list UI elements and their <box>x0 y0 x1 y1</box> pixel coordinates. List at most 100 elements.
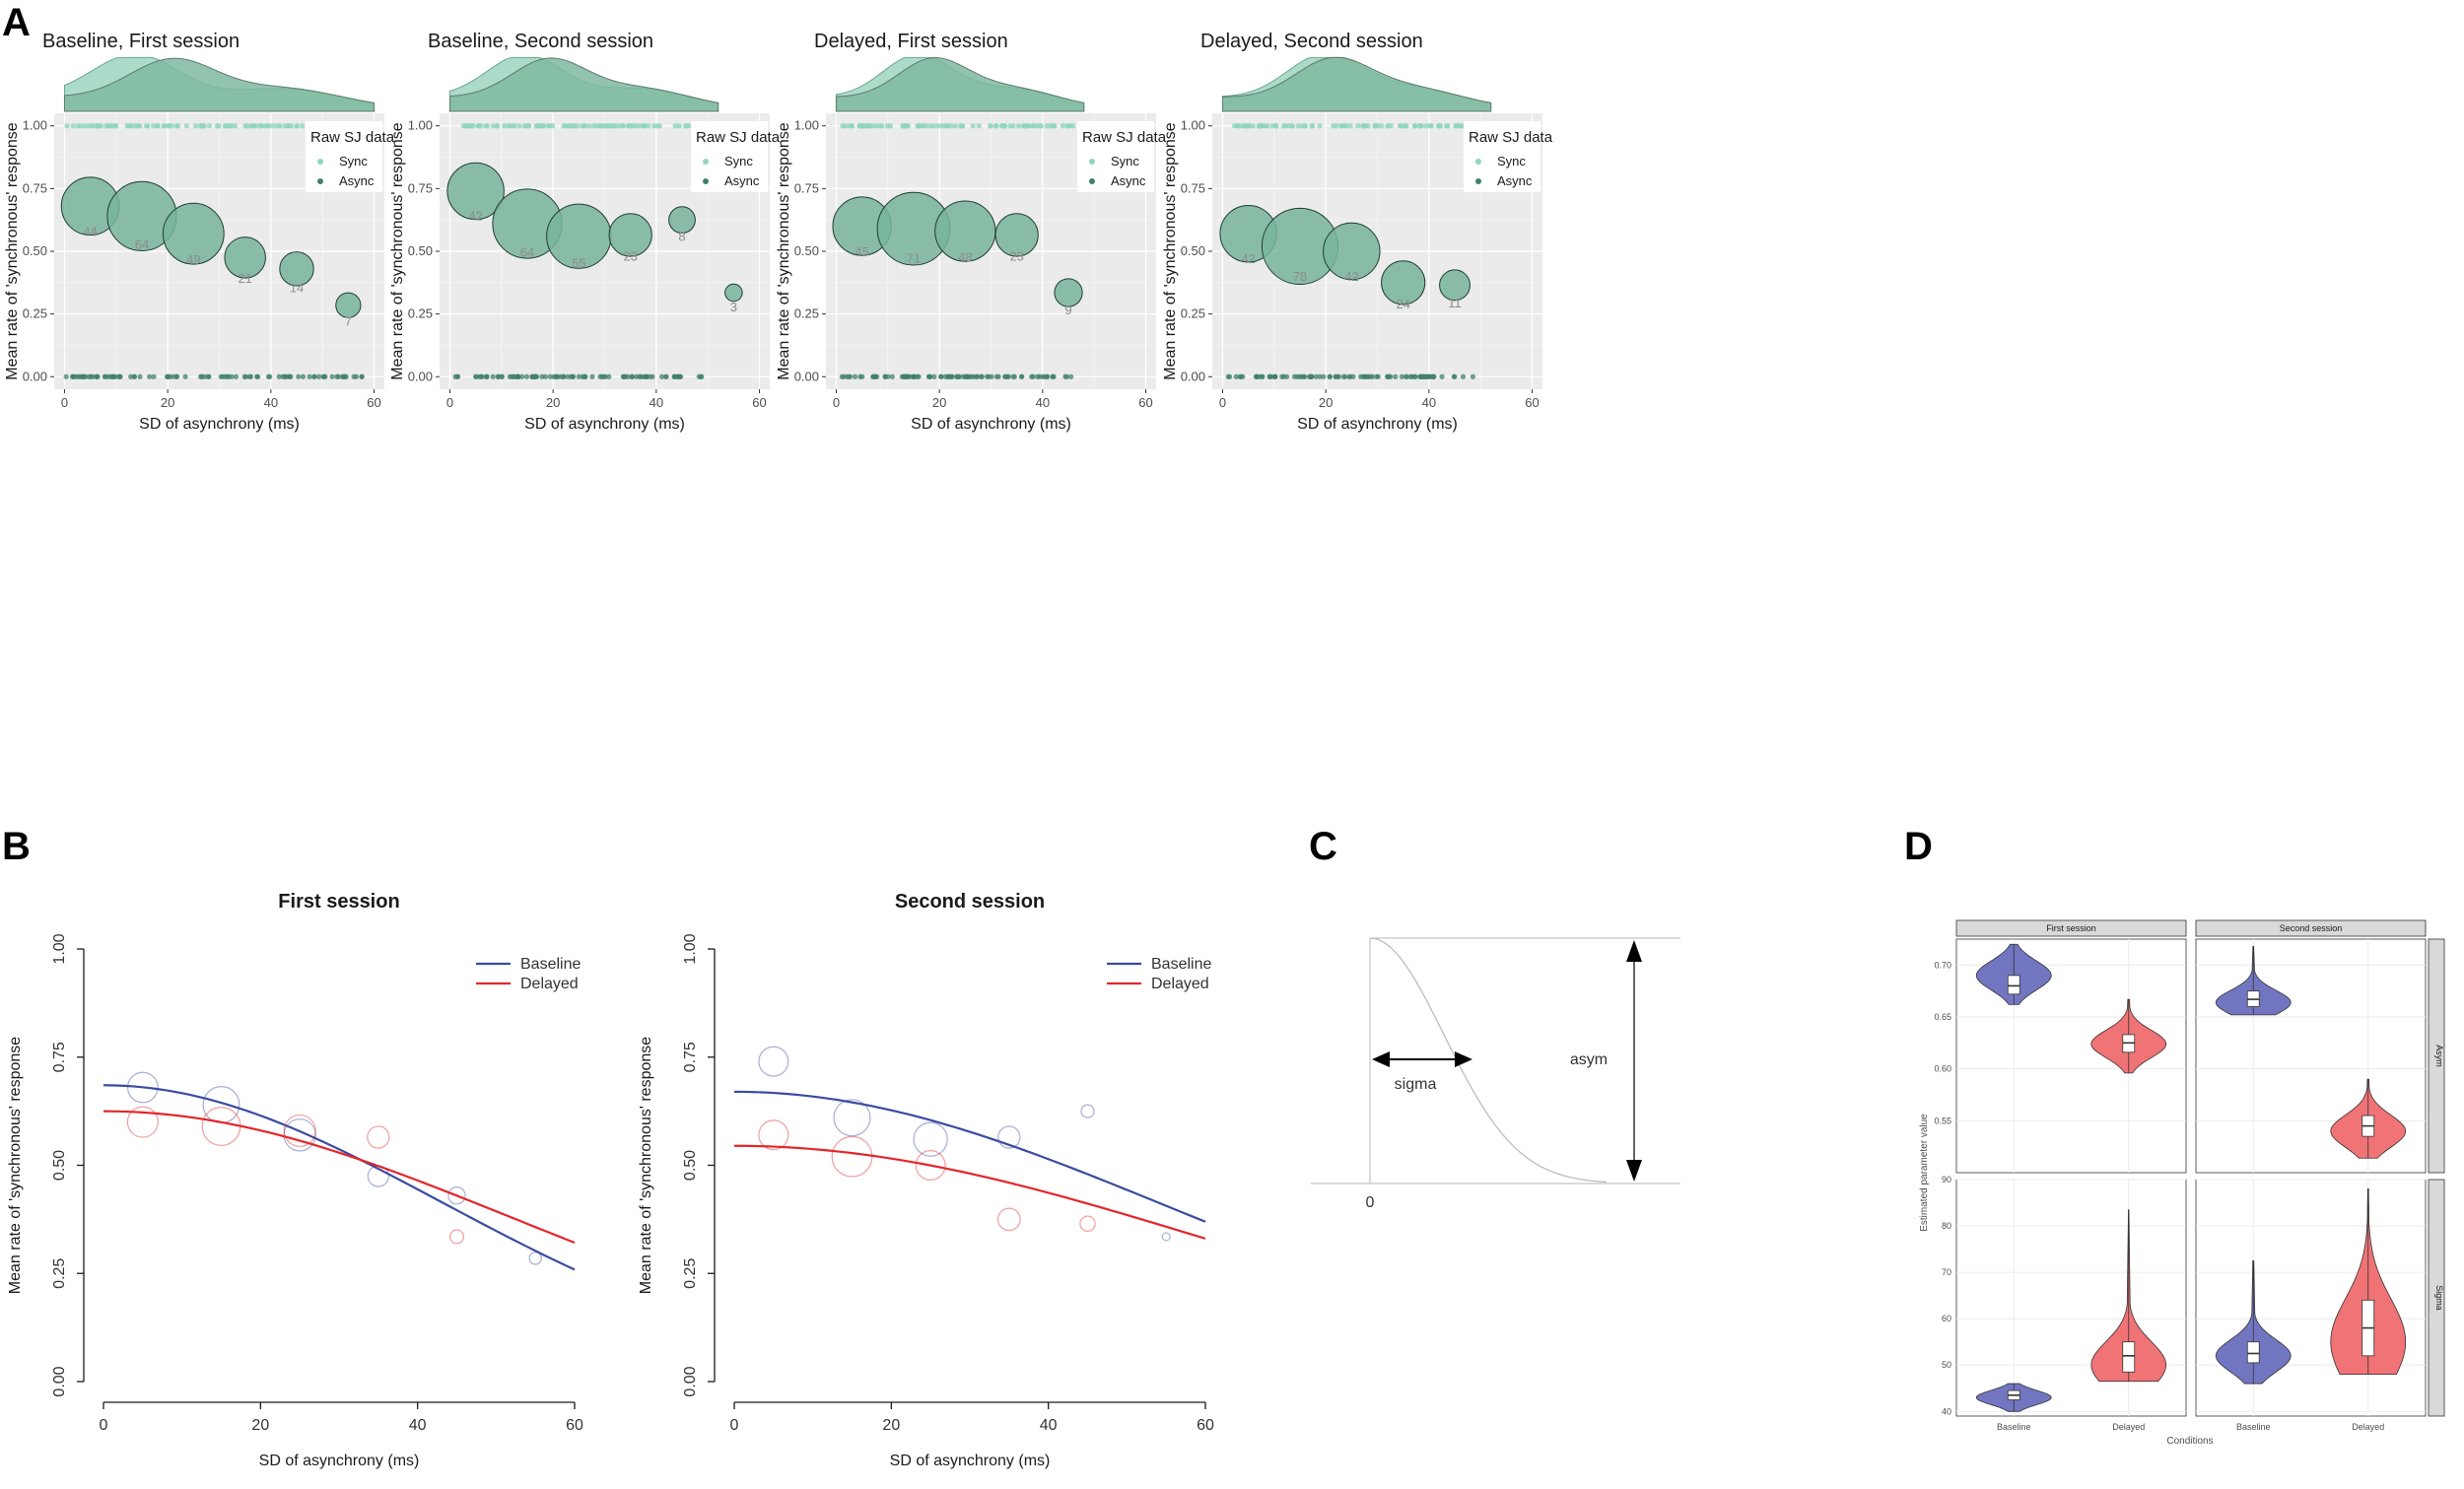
raw-async-dot <box>857 373 863 379</box>
obs-circle-baseline <box>1161 1232 1171 1242</box>
panel-d: First session Second session Asym 0.55 0.60 0… <box>1919 919 2445 1447</box>
raw-sync-dot <box>948 123 954 129</box>
panel-letter-b: B <box>2 825 31 868</box>
raw-sync-dot <box>289 123 295 129</box>
bin-bubble <box>608 213 652 257</box>
legend-key-sync <box>703 159 709 165</box>
raw-sync-dot <box>619 123 626 129</box>
obs-circle-delayed <box>831 1135 873 1178</box>
raw-async-dot <box>1063 373 1070 379</box>
legend-key-async <box>1089 178 1095 184</box>
raw-async-dot <box>63 373 69 379</box>
legend: Raw SJ data Sync Async <box>1464 121 1553 192</box>
y-tick-label: 0.25 <box>1181 306 1205 321</box>
raw-async-dot <box>598 373 605 379</box>
y-tick-label: 0.75 <box>1181 180 1205 195</box>
x-axis-label: SD of asynchrony (ms) <box>524 416 685 433</box>
raw-sync-dot <box>161 123 167 129</box>
raw-async-dot <box>254 373 260 379</box>
raw-async-dot <box>246 373 252 379</box>
raw-sync-dot <box>264 123 270 129</box>
raw-sync-dot <box>1360 123 1366 129</box>
x-tick-label: 40 <box>1036 395 1050 410</box>
legend-label-baseline: Baseline <box>520 956 581 973</box>
raw-async-dot <box>1347 373 1353 379</box>
scatter-plot-3: Delayed, First session 45 71 48 23 9 Raw SJ da… <box>776 31 1167 433</box>
raw-sync-dot <box>1398 123 1403 129</box>
bin-bubble <box>1323 222 1381 281</box>
raw-async-dot <box>206 373 212 379</box>
legend-label-delayed: Delayed <box>1151 976 1209 992</box>
raw-sync-dot <box>1339 123 1345 129</box>
raw-async-dot <box>547 373 553 379</box>
raw-sync-dot <box>300 123 306 129</box>
raw-async-dot <box>107 373 113 379</box>
density-async <box>835 57 1085 112</box>
x-tick-label: Baseline <box>2236 1422 2271 1432</box>
sigma-arrowhead-right <box>1455 1051 1472 1067</box>
raw-async-dot <box>1233 373 1239 379</box>
x-tick-label: 60 <box>367 395 380 410</box>
raw-sync-dot <box>1002 123 1008 129</box>
legend-label-sync: Sync <box>339 154 368 169</box>
legend-label-async: Async <box>1111 173 1146 188</box>
raw-async-dot <box>570 373 576 379</box>
density-async <box>448 57 719 112</box>
raw-async-dot <box>1051 373 1057 379</box>
y-tick-label: 0.75 <box>23 180 47 195</box>
raw-async-dot <box>341 373 348 379</box>
x-axis-label: Conditions <box>2166 1436 2213 1447</box>
raw-sync-dot <box>1280 123 1287 129</box>
raw-sync-dot <box>145 123 151 129</box>
raw-sync-dot <box>654 123 660 129</box>
raw-sync-dot <box>993 123 999 129</box>
y-tick-label: 0.50 <box>1181 243 1205 258</box>
raw-async-dot <box>117 373 123 379</box>
legend-label-async: Async <box>724 173 760 188</box>
raw-async-dot <box>307 373 312 379</box>
raw-async-dot <box>218 373 224 379</box>
raw-async-dot <box>846 373 852 379</box>
raw-async-dot <box>69 373 76 379</box>
raw-async-dot <box>1254 373 1260 379</box>
raw-async-dot <box>1321 373 1327 379</box>
legend-label-sync: Sync <box>724 154 753 169</box>
raw-async-dot <box>202 373 208 379</box>
legend-title: Raw SJ data <box>696 129 781 146</box>
raw-async-dot <box>967 373 973 379</box>
legend-key-async <box>703 178 709 184</box>
raw-async-dot <box>589 373 595 379</box>
raw-async-dot <box>316 373 322 379</box>
raw-async-dot <box>852 373 858 379</box>
raw-async-dot <box>320 373 327 379</box>
raw-sync-dot <box>463 123 469 129</box>
x-tick-label: 0 <box>730 1417 739 1434</box>
raw-async-dot <box>658 373 665 379</box>
x-tick-label: 40 <box>1422 395 1436 410</box>
raw-sync-dot <box>206 123 213 129</box>
y-tick-label: 0.60 <box>1934 1064 1951 1074</box>
raw-sync-dot <box>1070 123 1076 129</box>
raw-async-dot <box>1005 373 1011 379</box>
fit-curve-baseline <box>733 1090 1206 1223</box>
raw-sync-dot <box>1036 123 1043 129</box>
y-tick-label: 0.25 <box>682 1258 699 1289</box>
legend-title: Raw SJ data <box>1469 129 1553 146</box>
bin-count-label: 48 <box>958 249 972 264</box>
raw-async-dot <box>518 373 525 379</box>
raw-sync-dot <box>1044 123 1050 129</box>
panel-c: sigma asym 0 <box>1311 937 1680 1211</box>
raw-sync-dot <box>136 123 143 129</box>
bin-count-label: 44 <box>83 224 97 238</box>
raw-async-dot <box>147 373 153 379</box>
raw-async-dot <box>1040 373 1046 379</box>
facet-strip-label: Second session <box>2280 923 2343 933</box>
raw-sync-dot <box>861 123 867 129</box>
x-tick-label: 0 <box>1219 395 1226 410</box>
raw-async-dot <box>1370 373 1376 379</box>
y-tick-label: 0.50 <box>408 243 433 258</box>
schematic: sigma asym 0 <box>1311 937 1680 1211</box>
raw-async-dot <box>473 373 480 379</box>
raw-sync-dot <box>1295 123 1301 129</box>
raw-sync-dot <box>616 123 622 129</box>
